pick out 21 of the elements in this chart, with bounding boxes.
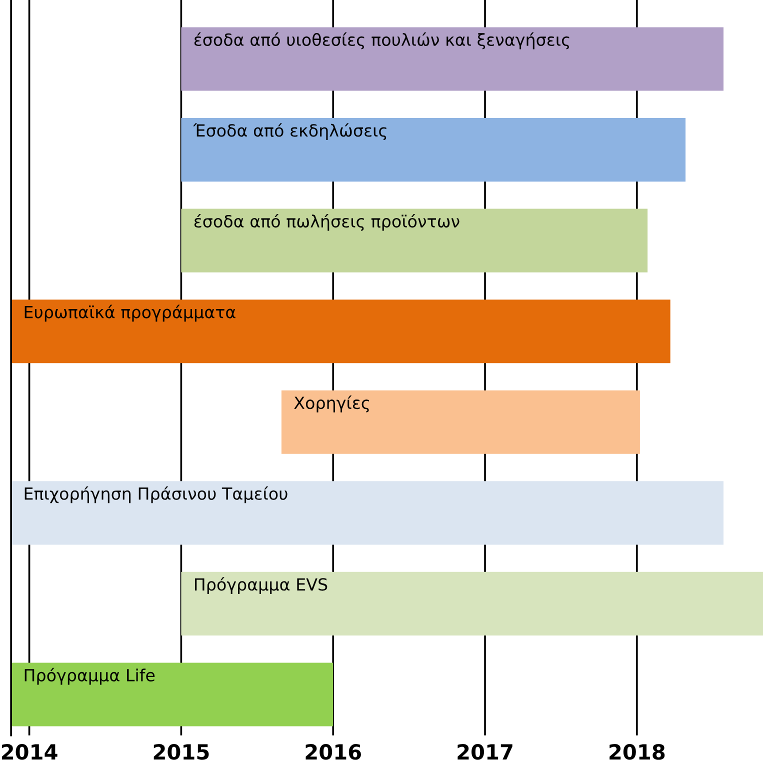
y-tick-label: Πρόγραμμα EVS [194, 577, 328, 594]
y-tick-label: Επιχορήγηση Πράσινου Ταμείου [24, 486, 288, 504]
x-tick-label: 2015 [154, 744, 209, 760]
y-tick-label: έσοδα από υιοθεσίες πουλιών και ξεναγήσεις [194, 32, 570, 50]
x-tick-label: 2016 [306, 744, 361, 760]
bar [11, 481, 724, 545]
bar [181, 27, 724, 91]
x-tick-label: 2017 [458, 744, 512, 760]
bar [11, 662, 334, 726]
y-tick-label: Ευρωπαϊκά προγράμματα [24, 304, 236, 322]
y-tick-label: Έσοδα από εκδηλώσεις [193, 123, 386, 140]
y-tick-label: Πρόγραμμα Life [24, 668, 155, 685]
bar [11, 300, 670, 364]
y-tick-label: Χορηγίες [294, 396, 370, 412]
x-tick-label: 2018 [610, 744, 665, 760]
bar [181, 118, 686, 182]
bar [181, 572, 763, 636]
bar [181, 208, 648, 272]
x-tick-label: 2014 [2, 744, 58, 760]
y-tick-label: έσοδα από πωλήσεις προϊόντων [194, 214, 460, 231]
bar [281, 390, 640, 454]
